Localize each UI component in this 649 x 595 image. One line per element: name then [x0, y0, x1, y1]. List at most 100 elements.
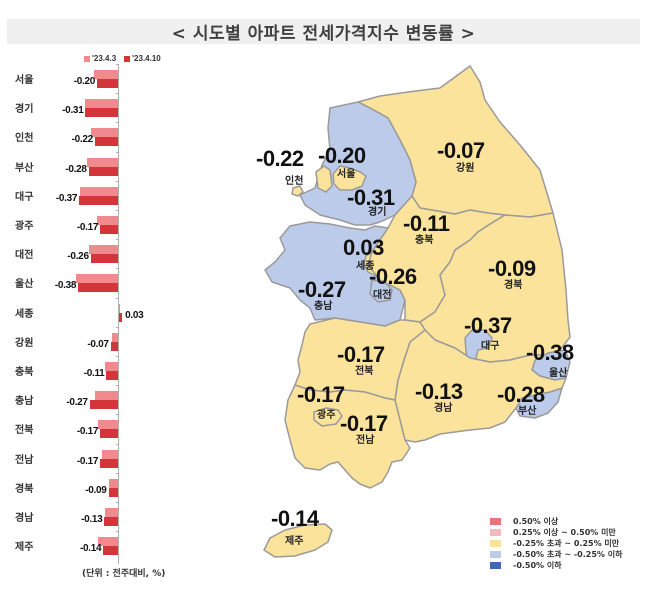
bar-prev [108, 478, 118, 488]
bar-row: 경남 -0.13 [0, 505, 160, 534]
map-region-name: 전북 [355, 366, 374, 377]
axis-tick [116, 239, 119, 241]
bar-value-label: -0.37 [55, 192, 78, 204]
axis-tick [116, 414, 119, 416]
bar-cur [90, 254, 118, 264]
bar-cur [97, 79, 118, 88]
map-value-label: -0.37 [464, 313, 512, 338]
page-title: < 시도별 아파트 전세가격지수 변동률 > [171, 24, 476, 44]
bar-prev [98, 420, 118, 430]
bar-prev [88, 245, 118, 255]
map-value-label: -0.17 [340, 411, 388, 436]
axis-tick [116, 472, 119, 474]
map-region-name: 울산 [549, 368, 568, 379]
bar-value-label: -0.27 [66, 397, 88, 409]
bar-row: 경기 -0.31 [0, 96, 160, 125]
bar-prev [90, 128, 118, 138]
map-value-label: -0.07 [437, 138, 485, 163]
bar-legend: '23.4.3 '23.4.10 [84, 54, 161, 63]
bar-prev [105, 362, 118, 371]
axis-tick [116, 502, 119, 503]
bar-cur [79, 195, 118, 205]
bar-value-label: -0.20 [73, 76, 96, 87]
bar-prev [111, 332, 118, 342]
region-label: 경남 [15, 513, 34, 524]
map-region-name: 경남 [434, 403, 453, 414]
bar-prev [86, 157, 118, 167]
bar-prev [93, 70, 118, 79]
bar-prev [97, 216, 118, 225]
bar-value-label: -0.17 [76, 455, 99, 467]
legend-item-cur: '23.4.10 [124, 54, 161, 63]
bar-value-label: -0.38 [54, 280, 77, 292]
map-region-name: 부산 [518, 406, 537, 417]
map-value-label: -0.28 [497, 382, 545, 407]
region-label: 대전 [15, 250, 34, 262]
bar-value-label: -0.13 [81, 514, 103, 525]
region-label: 강원 [15, 337, 34, 349]
bar-prev [98, 537, 118, 547]
bar-cur [89, 400, 118, 410]
bar-prev [119, 303, 121, 313]
axis-tick [116, 326, 119, 328]
bar-row: 서울 -0.20 [0, 67, 160, 96]
bar-prev [94, 391, 118, 401]
region-label: 전남 [15, 454, 34, 466]
axis-tick [116, 122, 119, 124]
axis-tick [116, 356, 119, 357]
map-legend-swatch [490, 562, 501, 569]
bar-axis [118, 64, 119, 564]
region-label: 울산 [15, 279, 34, 291]
axis-tick [116, 443, 119, 445]
axis-tick [116, 64, 119, 65]
unit-note: (단위 : 전주대비, %) [82, 569, 166, 579]
axis-tick [116, 93, 119, 95]
bar-cur [100, 458, 118, 468]
bar-cur [108, 487, 118, 497]
bar-value-label: 0.03 [125, 309, 144, 321]
bar-row: 전북 -0.17 [0, 417, 160, 446]
bar-row: 제주 -0.14 [0, 534, 160, 563]
map-legend-swatch [490, 529, 501, 536]
bar-cur [100, 225, 118, 234]
axis-tick [116, 180, 119, 182]
region-label: 광주 [15, 221, 34, 232]
region-label: 충북 [15, 367, 34, 378]
bar-prev [76, 274, 118, 284]
bar-row: 세종 0.03 [0, 301, 160, 330]
bar-cur [110, 341, 118, 351]
region-incheon-island [291, 185, 304, 197]
map-value-label: -0.11 [403, 211, 450, 236]
region-label: 충남 [15, 396, 34, 408]
map-legend-swatch [490, 518, 501, 525]
bar-value-label: -0.11 [83, 368, 105, 379]
bar-row: 울산 -0.38 [0, 271, 160, 300]
map-value-label: -0.17 [297, 382, 345, 407]
region-jeju [263, 523, 333, 558]
map-region-name: 강원 [456, 163, 475, 174]
map-legend-item: 0.50% 이상 [490, 516, 622, 527]
bar-cur [103, 546, 118, 556]
bar-cur [119, 312, 123, 322]
region-label: 서울 [15, 75, 34, 86]
map-value-label: 0.03 [343, 235, 384, 260]
map-value-label: -0.22 [256, 146, 304, 171]
bar-value-label: -0.17 [76, 426, 99, 438]
bar-cur [78, 283, 118, 293]
bar-prev [105, 508, 118, 517]
axis-tick [116, 297, 119, 299]
bar-value-label: -0.28 [65, 163, 87, 175]
region-seoul [332, 165, 367, 191]
bar-row: 충북 -0.11 [0, 359, 160, 388]
bar-cur [88, 166, 118, 176]
map-legend-item: -0.50% 이하 [490, 560, 622, 571]
bar-cur [100, 429, 118, 439]
bar-value-label: -0.09 [85, 484, 107, 496]
map-region-name: 인천 [285, 176, 304, 187]
bar-row: 경북 -0.09 [0, 476, 160, 505]
map-region-name: 전남 [356, 435, 375, 446]
map-value-label: -0.31 [347, 185, 395, 210]
bar-row: 강원 -0.07 [0, 330, 160, 359]
region-label: 전북 [15, 425, 34, 437]
bar-value-label: -0.26 [67, 251, 89, 263]
